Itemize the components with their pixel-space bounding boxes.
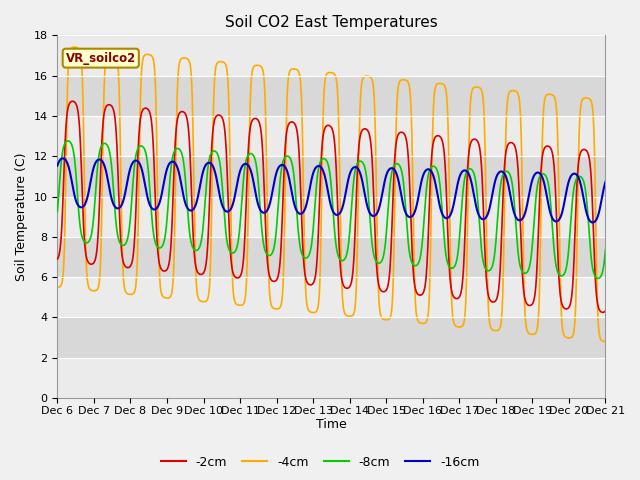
Bar (58, 196, 605, 237)
Bar (58, 317, 605, 358)
Legend: -2cm, -4cm, -8cm, -16cm: -2cm, -4cm, -8cm, -16cm (156, 451, 484, 474)
Bar (58, 277, 605, 317)
Bar (58, 156, 605, 196)
Bar (58, 358, 605, 398)
Bar (58, 76, 605, 116)
Y-axis label: Soil Temperature (C): Soil Temperature (C) (15, 153, 28, 281)
Bar (58, 36, 605, 76)
Title: Soil CO2 East Temperatures: Soil CO2 East Temperatures (225, 15, 438, 30)
Bar (58, 116, 605, 156)
Bar (58, 237, 605, 277)
Text: VR_soilco2: VR_soilco2 (66, 52, 136, 65)
X-axis label: Time: Time (316, 419, 347, 432)
